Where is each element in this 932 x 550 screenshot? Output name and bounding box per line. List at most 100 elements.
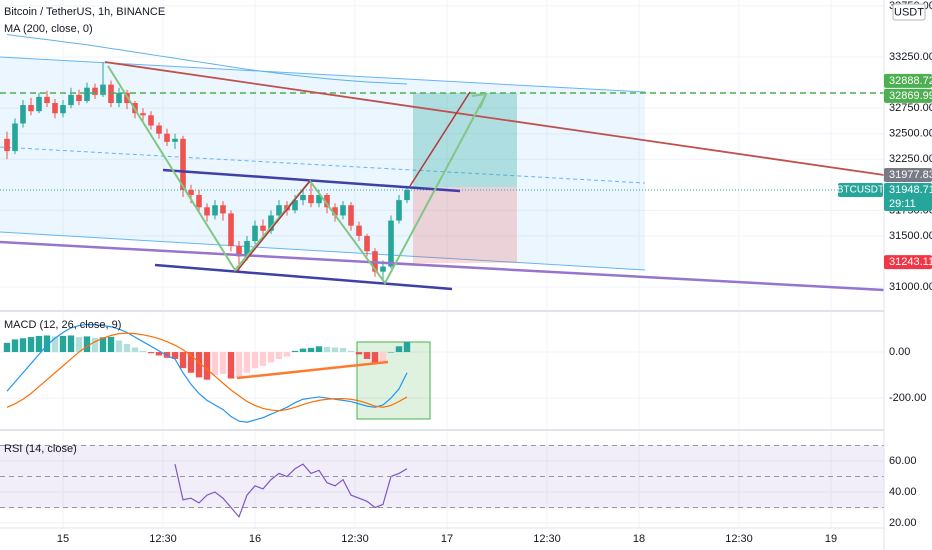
candle-body <box>404 190 410 201</box>
x-tick-label: 12:30 <box>533 533 561 545</box>
macd-histogram-bar <box>267 352 275 363</box>
y-tick-label: 20.00 <box>889 517 917 529</box>
macd-histogram-bar <box>355 352 363 355</box>
macd-histogram-bar <box>339 347 347 353</box>
rsi-line <box>174 463 408 518</box>
macd-histogram-bar <box>323 346 331 353</box>
candle-body <box>76 94 82 101</box>
macd-histogram-bar <box>187 352 195 373</box>
moving-average <box>6 34 408 85</box>
candle-body <box>236 246 242 257</box>
candle-body <box>396 200 402 221</box>
price-label-box <box>884 73 932 88</box>
candle-body <box>212 205 218 216</box>
x-tick-label: 12:30 <box>725 533 753 545</box>
macd-histogram-bar <box>19 338 27 353</box>
macd-histogram-bar <box>235 352 243 378</box>
candle-body <box>244 241 250 257</box>
data-layer <box>3 34 411 518</box>
price-label: 31243.11 <box>889 256 932 268</box>
y-tick-label: 31000.00 <box>889 281 932 293</box>
macd-histogram-bar <box>371 352 379 364</box>
macd-histogram-bar <box>227 352 235 379</box>
candle-body <box>260 225 266 231</box>
candle-body <box>44 96 50 104</box>
macd-histogram-bar <box>83 336 91 353</box>
x-tick-label: 19 <box>825 533 837 545</box>
y-tick-label: 0.00 <box>889 346 910 358</box>
candle-body <box>28 105 34 112</box>
leg-line <box>409 91 471 187</box>
candle-body <box>300 195 306 201</box>
y-tick-label: 60.00 <box>889 455 917 467</box>
macd-histogram-bar <box>403 341 411 353</box>
neckline <box>162 168 461 193</box>
macd-histogram-bar <box>299 348 307 353</box>
candle-body <box>196 195 202 208</box>
candle-body <box>108 84 114 104</box>
indicator-label: RSI (14, close) <box>4 443 77 455</box>
price-label-box <box>884 168 932 183</box>
candle-body <box>388 220 394 267</box>
macd-histogram-bar <box>387 352 395 353</box>
x-tick-label: 15 <box>57 533 69 545</box>
candle-body <box>140 113 146 116</box>
last-price-box <box>884 183 932 212</box>
macd-histogram-bar <box>107 336 115 353</box>
macd-histogram-bar <box>211 352 219 376</box>
candle-body <box>276 205 282 216</box>
y-tick-label: 31500.00 <box>889 230 932 242</box>
candle-body <box>380 266 386 272</box>
chart-title: Bitcoin / TetherUS, 1h, BINANCE <box>4 6 165 18</box>
macd-histogram-bar <box>315 346 323 353</box>
macd-histogram-bar <box>331 347 339 353</box>
candle-body <box>204 207 210 216</box>
zigzag-arrow <box>471 92 488 109</box>
trend-line-red <box>104 61 885 176</box>
indicator-label: MA (200, close, 0) <box>4 23 93 35</box>
currency-box <box>892 3 926 21</box>
support-line <box>154 263 453 291</box>
candle-body <box>220 205 226 214</box>
macd-histogram-bar <box>35 335 43 353</box>
candle-body <box>340 205 346 216</box>
candle-body <box>116 92 122 104</box>
x-tick-label: 12:30 <box>341 533 369 545</box>
macd-histogram-bar <box>275 352 283 359</box>
x-tick-label: 16 <box>249 533 261 545</box>
candle-body <box>332 207 338 216</box>
last-price: 31948.71 <box>889 184 932 196</box>
macd-histogram-bar <box>171 352 179 359</box>
macd-histogram-bar <box>195 352 203 378</box>
price-label: 32888.72 <box>889 75 932 87</box>
y-tick-label: 40.00 <box>889 486 917 498</box>
candle-body <box>4 138 10 152</box>
x-tick-label: 17 <box>441 533 453 545</box>
channel-bottom <box>0 231 646 271</box>
macd-histogram-bar <box>203 352 211 380</box>
macd-histogram-bar <box>51 336 59 353</box>
drawings-back <box>0 56 884 508</box>
candle-body <box>356 225 362 236</box>
divergence-line <box>236 360 389 380</box>
price-labels: USDT 31948.71 29:11 BTCUSDT 32869.99 32888.7… <box>837 3 932 270</box>
y-tick-label: 32250.00 <box>889 153 932 165</box>
macd-histogram-bar <box>3 342 11 353</box>
macd-histogram-bar <box>147 352 155 354</box>
macd-histogram-bar <box>75 337 83 353</box>
y-tick-label: 33250.00 <box>889 51 932 63</box>
macd-histogram-bar <box>139 350 147 353</box>
macd-histogram-bar <box>59 335 67 353</box>
candle-body <box>188 189 194 196</box>
macd-histogram-bar <box>43 335 51 353</box>
candle-body <box>52 103 58 114</box>
price-label: 31977.83 <box>889 169 932 181</box>
candle-body <box>228 213 234 247</box>
candle-body <box>348 205 354 226</box>
candle-body <box>36 96 42 112</box>
channel-fill <box>0 57 645 270</box>
candle-body <box>316 195 322 204</box>
y-tick-label: -200.00 <box>889 392 926 404</box>
